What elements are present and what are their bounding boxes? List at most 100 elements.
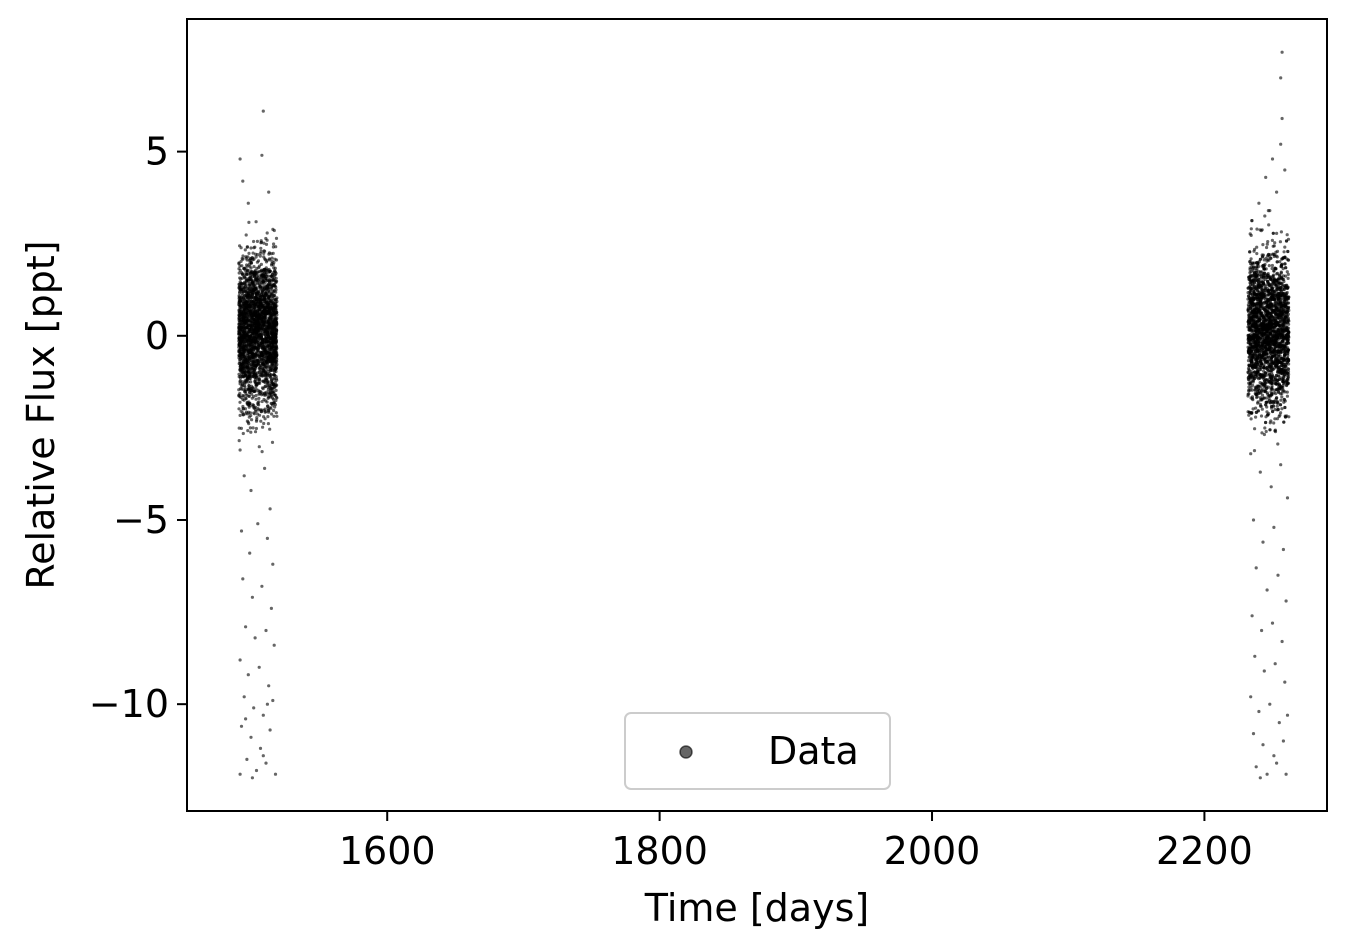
data-point — [252, 239, 256, 244]
data-point — [246, 673, 250, 677]
data-point — [249, 430, 253, 434]
data-point — [255, 358, 259, 362]
data-point — [1275, 357, 1279, 361]
data-point — [252, 265, 256, 269]
data-point — [238, 264, 242, 268]
data-point — [1268, 331, 1272, 335]
data-point — [241, 257, 245, 261]
data-point — [241, 413, 245, 417]
data-point — [1265, 359, 1269, 364]
data-point — [261, 276, 266, 281]
data-point — [239, 529, 244, 533]
data-point — [257, 665, 261, 669]
data-point — [237, 310, 242, 314]
data-point — [253, 275, 257, 279]
data-point — [262, 340, 266, 344]
data-point — [266, 301, 270, 305]
data-point — [1263, 288, 1267, 292]
data-point — [274, 301, 278, 305]
data-point — [249, 325, 253, 329]
data-point — [1259, 388, 1264, 393]
data-point — [254, 387, 258, 391]
data-point — [256, 412, 260, 416]
data-point — [1277, 390, 1281, 395]
data-point — [266, 422, 270, 426]
data-point — [248, 284, 252, 289]
data-point — [267, 252, 271, 256]
data-point — [249, 261, 253, 265]
data-point — [262, 241, 266, 245]
data-point — [1272, 254, 1276, 259]
data-point — [263, 466, 267, 470]
data-point — [274, 398, 278, 403]
data-point — [1257, 270, 1261, 274]
data-point — [271, 313, 275, 317]
data-point — [272, 242, 276, 246]
data-point — [254, 252, 258, 256]
data-point — [263, 407, 267, 411]
data-point — [239, 724, 244, 728]
data-point — [1259, 414, 1264, 418]
data-point — [238, 772, 242, 776]
data-point — [271, 284, 275, 288]
data-point — [248, 370, 252, 375]
data-point — [270, 256, 274, 260]
data-point — [1281, 307, 1286, 312]
data-point — [250, 346, 254, 350]
data-point — [1250, 397, 1254, 401]
data-point — [240, 338, 244, 342]
data-point — [1265, 259, 1269, 263]
data-point — [251, 386, 255, 390]
data-point — [274, 329, 278, 333]
data-point — [1255, 227, 1259, 231]
data-point — [251, 426, 255, 430]
data-point — [266, 379, 270, 383]
data-point — [244, 316, 249, 320]
data-point — [1266, 413, 1270, 417]
data-point — [1271, 244, 1275, 248]
data-point — [256, 322, 261, 326]
data-point — [253, 430, 258, 434]
data-point — [265, 293, 269, 297]
data-point — [264, 242, 269, 246]
data-point — [239, 326, 243, 330]
data-point — [1251, 283, 1255, 287]
data-point — [1247, 392, 1251, 396]
data-point — [250, 366, 254, 370]
data-point — [1263, 214, 1267, 218]
data-point — [241, 577, 245, 581]
data-point — [1285, 233, 1289, 237]
data-point — [271, 245, 275, 249]
data-point — [1270, 387, 1274, 391]
data-point — [252, 389, 256, 394]
data-point — [274, 276, 278, 280]
data-point — [271, 396, 275, 400]
data-point — [247, 299, 251, 303]
data-point — [261, 425, 265, 429]
data-point — [1278, 354, 1282, 358]
data-point — [245, 757, 249, 762]
data-point — [273, 348, 277, 352]
data-point — [1247, 364, 1251, 368]
data-point — [254, 292, 258, 296]
data-point — [237, 339, 241, 343]
data-point — [259, 240, 264, 244]
data-point — [1275, 321, 1279, 325]
data-point — [268, 427, 272, 431]
data-point — [1283, 245, 1287, 249]
data-point — [274, 332, 278, 336]
data-point — [253, 375, 257, 379]
data-point — [260, 289, 264, 293]
data-point — [266, 274, 271, 278]
data-point — [240, 383, 244, 387]
data-point — [274, 411, 278, 415]
data-point — [246, 376, 250, 380]
data-point — [258, 372, 262, 377]
data-point — [254, 255, 258, 259]
data-point — [254, 397, 258, 401]
data-point — [259, 328, 263, 332]
data-point — [1286, 272, 1290, 276]
data-point — [273, 257, 277, 261]
data-point — [270, 412, 274, 416]
